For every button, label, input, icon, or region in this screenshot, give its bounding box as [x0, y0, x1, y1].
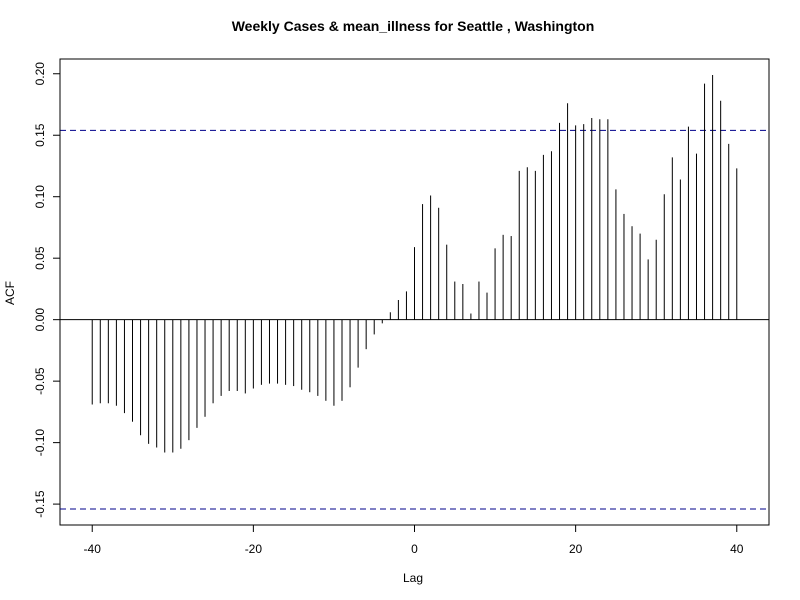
x-tick-label: -20 — [245, 542, 263, 556]
x-tick-label: 0 — [411, 542, 418, 556]
y-axis-label: ACF — [3, 281, 17, 305]
y-tick-label: -0.10 — [33, 429, 47, 457]
x-tick-label: 20 — [569, 542, 583, 556]
y-tick-label: 0.00 — [33, 308, 47, 332]
x-axis-label: Lag — [403, 571, 423, 585]
x-tick-label: -40 — [84, 542, 102, 556]
y-tick-label: -0.05 — [33, 367, 47, 395]
plot-layer: -40 -20 0 20 40 -0.15 -0.10 -0.05 0.00 0.05 0.10 0.… — [33, 62, 769, 556]
y-tick-label: -0.15 — [33, 490, 47, 518]
y-tick-label: 0.20 — [33, 62, 47, 86]
chart-title: Weekly Cases & mean_illness for Seattle … — [232, 18, 595, 34]
y-tick-label: 0.10 — [33, 185, 47, 209]
y-tick-label: 0.05 — [33, 246, 47, 270]
y-tick-label: 0.15 — [33, 123, 47, 147]
x-tick-label: 40 — [730, 542, 744, 556]
